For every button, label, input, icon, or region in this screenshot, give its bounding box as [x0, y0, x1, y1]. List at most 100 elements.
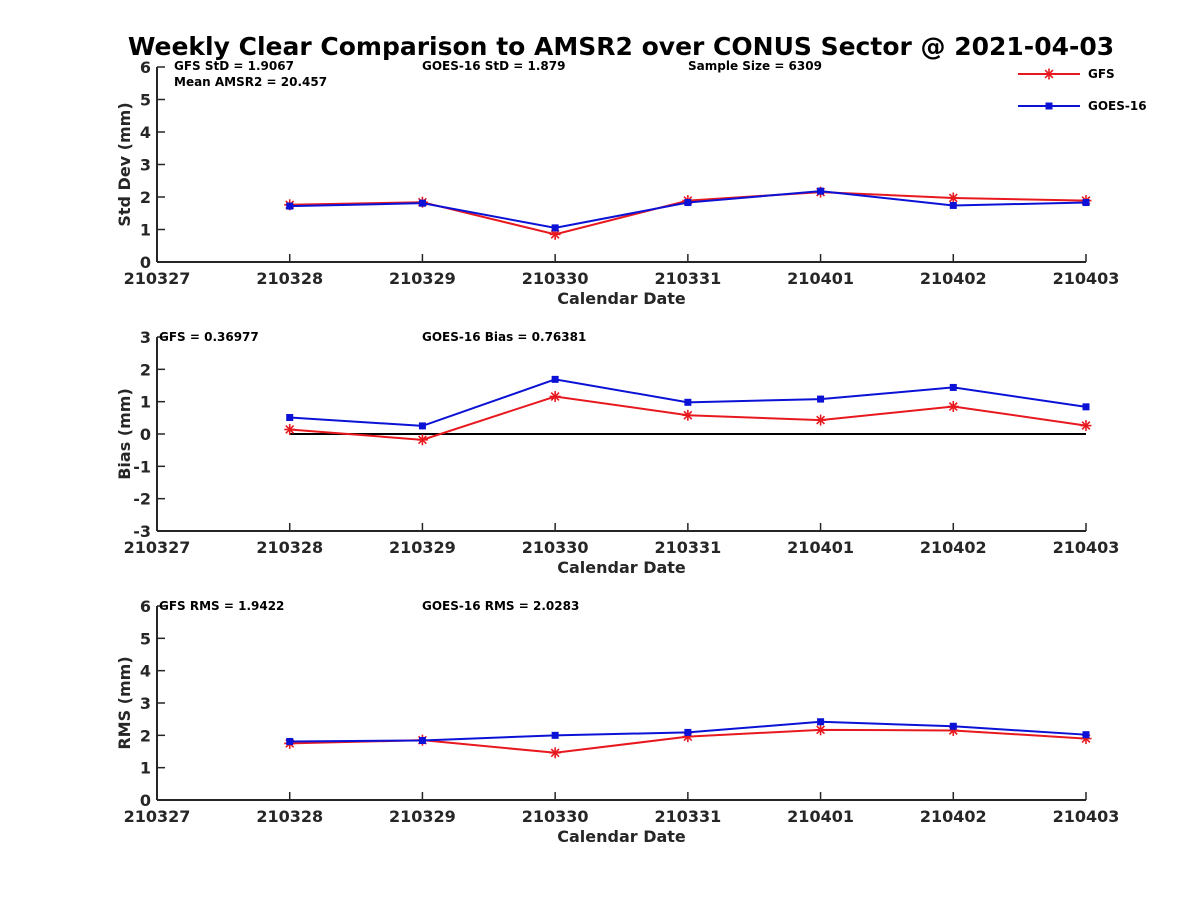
data-point-square	[551, 375, 559, 383]
data-point-square	[684, 728, 692, 736]
stat-annotation: GOES-16 StD = 1.879	[422, 59, 565, 73]
y-tick-label: 3	[140, 156, 151, 175]
data-point-square	[551, 731, 559, 739]
data-point-asterisk	[284, 423, 296, 435]
y-tick-label: 0	[140, 425, 151, 444]
marker-stroke	[948, 402, 958, 411]
x-axis-label: Calendar Date	[557, 289, 686, 308]
x-tick-label: 210331	[654, 807, 721, 826]
x-tick-label: 210329	[389, 269, 456, 288]
stat-annotation: GFS RMS = 1.9422	[159, 599, 284, 613]
stat-annotation: GFS StD = 1.9067	[174, 59, 294, 73]
data-point-square	[817, 718, 825, 726]
marker-stroke	[816, 725, 826, 735]
data-point-square	[949, 201, 957, 209]
series-gfs	[284, 186, 1092, 240]
data-point-square	[418, 737, 426, 745]
marker-stroke	[285, 425, 295, 434]
x-tick-label: 210330	[522, 807, 589, 826]
y-tick-label: 1	[140, 221, 151, 240]
series-goes-16	[286, 718, 1090, 745]
stat-annotation: GOES-16 RMS = 2.0283	[422, 599, 579, 613]
y-tick-label: -3	[133, 522, 151, 541]
x-tick-label: 210327	[124, 269, 191, 288]
x-tick-label: 210328	[256, 269, 323, 288]
x-tick-label: 210328	[256, 807, 323, 826]
y-tick-label: -1	[133, 457, 151, 476]
y-axis-label: Bias (mm)	[115, 388, 134, 480]
marker-stroke	[948, 193, 958, 203]
data-point-square	[1082, 199, 1090, 207]
data-point-square	[684, 199, 692, 207]
y-tick-label: 0	[140, 791, 151, 810]
data-point-square	[551, 224, 559, 232]
data-point-square	[286, 414, 294, 422]
data-point-asterisk	[815, 414, 827, 426]
y-tick-label: 4	[140, 662, 151, 681]
data-point-square	[418, 422, 426, 430]
data-point-asterisk	[549, 747, 561, 759]
data-point-asterisk	[947, 192, 959, 204]
y-axis-label: Std Dev (mm)	[115, 102, 134, 226]
x-axis-label: Calendar Date	[557, 558, 686, 577]
data-point-square	[817, 187, 825, 195]
y-tick-label: 0	[140, 253, 151, 272]
marker-stroke	[550, 229, 560, 239]
legend-item-gfs: GFS	[1018, 67, 1115, 81]
series-goes-16	[286, 375, 1090, 430]
series-gfs	[284, 390, 1092, 446]
stat-annotation: GFS = 0.36977	[159, 330, 259, 344]
y-tick-label: 6	[140, 597, 151, 616]
x-tick-label: 210402	[920, 807, 987, 826]
series-goes-16	[286, 187, 1090, 232]
legend-label: GFS	[1088, 67, 1115, 81]
y-tick-label: 3	[140, 328, 151, 347]
x-tick-label: 210403	[1053, 807, 1120, 826]
data-point-square	[1082, 403, 1090, 411]
legend-label: GOES-16	[1088, 99, 1147, 113]
figure-title: Weekly Clear Comparison to AMSR2 over CO…	[128, 32, 1114, 61]
stat-annotation: Mean AMSR2 = 20.457	[174, 75, 327, 89]
data-point-square	[1082, 731, 1090, 739]
y-tick-label: 2	[140, 726, 151, 745]
legend-item-goes-16: GOES-16	[1018, 99, 1147, 113]
y-tick-label: 1	[140, 759, 151, 778]
x-tick-label: 210331	[654, 269, 721, 288]
x-tick-label: 210401	[787, 269, 854, 288]
chart-panel-1: 0 1 2 3 4 5 6 210327 210328 210329 210330 210331 210…	[115, 58, 1119, 308]
marker-stroke	[550, 392, 560, 401]
data-point-square	[418, 199, 426, 207]
y-tick-label: 2	[140, 188, 151, 207]
x-tick-label: 210330	[522, 538, 589, 557]
data-point-square	[817, 395, 825, 403]
marker-stroke	[550, 748, 560, 758]
stat-annotation: Sample Size = 6309	[688, 59, 822, 73]
marker-stroke	[816, 415, 826, 425]
x-tick-label: 210401	[787, 807, 854, 826]
data-point-asterisk	[416, 434, 428, 446]
data-point-square	[286, 202, 294, 210]
x-tick-label: 210327	[124, 807, 191, 826]
stat-annotation: GOES-16 Bias = 0.76381	[422, 330, 586, 344]
y-tick-label: 1	[140, 393, 151, 412]
x-tick-label: 210402	[920, 538, 987, 557]
x-axis-label: Calendar Date	[557, 827, 686, 846]
x-tick-label: 210402	[920, 269, 987, 288]
x-tick-label: 210328	[256, 538, 323, 557]
x-tick-label: 210329	[389, 538, 456, 557]
y-axis-label: RMS (mm)	[115, 656, 134, 749]
x-tick-label: 210403	[1053, 269, 1120, 288]
data-point-square	[286, 737, 294, 745]
y-tick-label: 3	[140, 694, 151, 713]
legend-marker	[1044, 69, 1054, 79]
marker-stroke	[1081, 421, 1091, 431]
marker-stroke	[683, 410, 693, 420]
legend-marker	[1045, 102, 1053, 110]
data-point-asterisk	[682, 409, 694, 421]
data-point-asterisk	[549, 390, 561, 402]
data-point-square	[949, 383, 957, 391]
y-tick-label: 6	[140, 58, 151, 77]
